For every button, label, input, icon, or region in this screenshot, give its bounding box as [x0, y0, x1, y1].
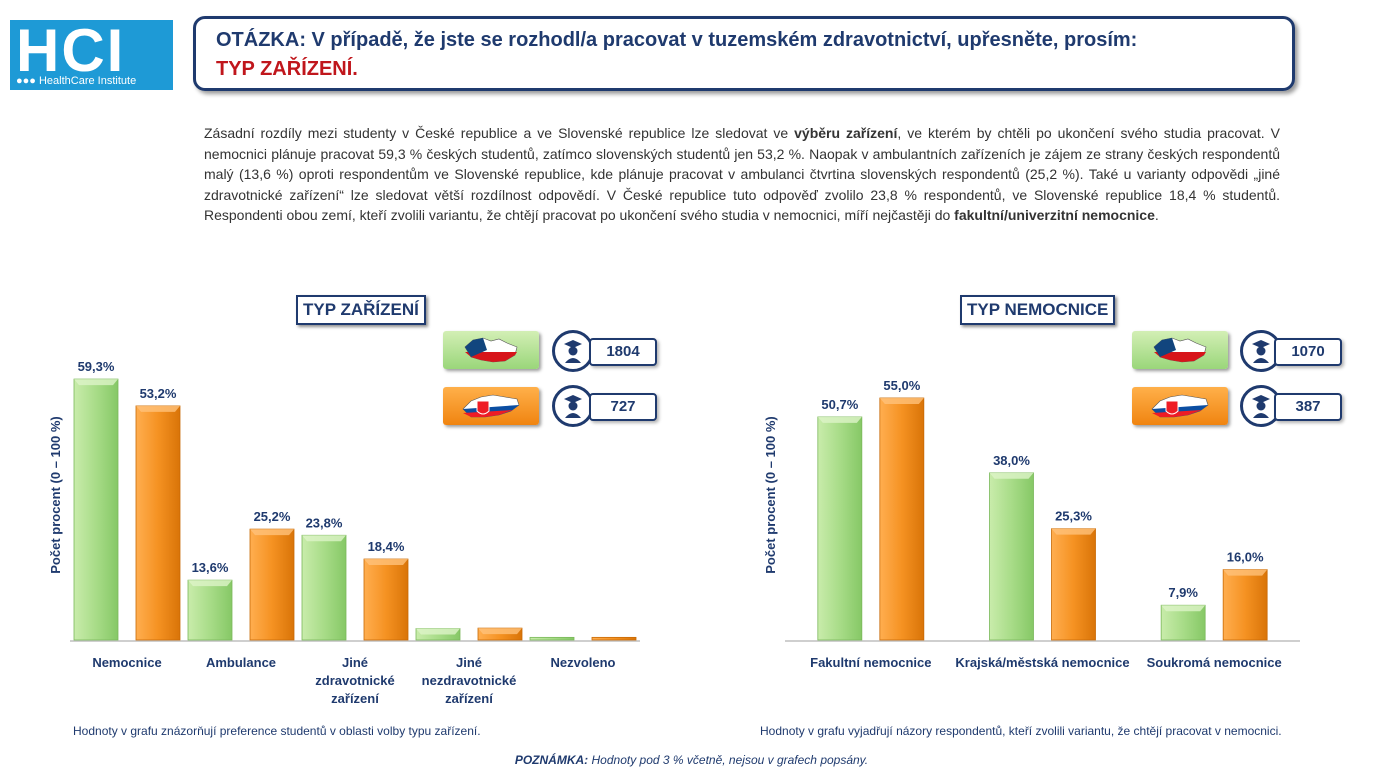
- category-label: Ambulance: [206, 655, 276, 670]
- cz-respondents-count: 1804: [589, 338, 657, 366]
- cz-respondents-count: 1070: [1274, 338, 1342, 366]
- question-text: OTÁZKA: V případě, že jste se rozhodl/a …: [216, 29, 1138, 51]
- data-label: 13,6%: [192, 560, 229, 575]
- footnote: POZNÁMKA: Hodnoty pod 3 % včetně, nejsou…: [0, 753, 1383, 767]
- bar-cz: [73, 378, 119, 641]
- category-label: nezdravotnické: [422, 673, 517, 688]
- sk-respondents-count: 387: [1274, 393, 1342, 421]
- data-label: 18,4%: [368, 539, 405, 554]
- bar-sk: [135, 405, 181, 641]
- bar-bevel: [302, 535, 346, 542]
- hci-logo: HCI ●●● HealthCare Institute: [10, 17, 173, 90]
- bar-bevel: [74, 379, 118, 386]
- bar-bevel: [416, 628, 460, 635]
- left-chart-note: Hodnoty v grafu znázorňují preference st…: [73, 724, 481, 738]
- right-bar-chart: Počet procent (0 – 100 %) 50,7% 55,0% Fakul…: [763, 378, 1300, 670]
- bar-sk: [363, 558, 409, 641]
- category-label: Jiné: [342, 655, 368, 670]
- left-chart-title: TYP ZAŘÍZENÍ: [296, 295, 426, 325]
- left-bar-chart: Počet procent (0 – 100 %) 59,3% 53,2% Nemoc…: [48, 359, 640, 706]
- category-label: Fakultní nemocnice: [810, 655, 931, 670]
- intro-bold-1: výběru zařízení: [794, 125, 898, 141]
- intro-paragraph: Zásadní rozdíly mezi studenty v České re…: [204, 123, 1280, 226]
- footnote-label: POZNÁMKA:: [514, 753, 589, 767]
- data-label: 16,0%: [1227, 550, 1264, 565]
- logo-text: HCI: [16, 17, 126, 84]
- data-label: 25,2%: [254, 509, 291, 524]
- data-label: 23,8%: [306, 515, 343, 530]
- cz-flag-badge: [443, 331, 539, 369]
- bar-bevel: [478, 628, 522, 635]
- slovak-map-icon: [462, 394, 520, 418]
- intro-text-3: .: [1154, 207, 1159, 223]
- bar-cz: [989, 472, 1034, 641]
- data-label: 53,2%: [140, 386, 177, 401]
- intro-bold-2: fakultní/univerzitní nemocnice: [954, 207, 1155, 223]
- data-label: 7,9%: [1168, 585, 1198, 600]
- category-label: Soukromá nemocnice: [1147, 655, 1282, 670]
- sk-flag-badge: [1132, 387, 1228, 425]
- data-label: 55,0%: [883, 378, 920, 393]
- category-label: Krajská/městská nemocnice: [955, 655, 1129, 670]
- bar-cz: [301, 534, 347, 641]
- bar-sk: [591, 636, 637, 641]
- right-chart-note: Hodnoty v grafu vyjadřují názory respond…: [760, 724, 1282, 738]
- footnote-text: Hodnoty pod 3 % včetně, nejsou v grafech…: [588, 753, 869, 767]
- bar-sk: [1051, 528, 1096, 641]
- bar-sk: [249, 528, 295, 641]
- bar-bevel: [250, 529, 294, 536]
- bar-bevel: [817, 416, 862, 423]
- cz-flag-badge: [1132, 331, 1228, 369]
- bar-bevel: [1051, 528, 1096, 535]
- category-label: Nemocnice: [92, 655, 161, 670]
- sk-flag-badge: [443, 387, 539, 425]
- bar-sk: [879, 397, 925, 641]
- czech-map-icon: [464, 337, 518, 363]
- bar-bevel: [136, 405, 180, 412]
- category-label: zařízení: [331, 691, 379, 706]
- category-label: Nezvoleno: [550, 655, 615, 670]
- bar-bevel: [1223, 569, 1268, 576]
- y-axis-label: Počet procent (0 – 100 %): [48, 416, 63, 574]
- intro-text-1: Zásadní rozdíly mezi studenty v České re…: [204, 125, 795, 141]
- question-box: OTÁZKA: V případě, že jste se rozhodl/a …: [193, 16, 1295, 91]
- bar-cz: [529, 636, 575, 641]
- bar-bevel: [879, 398, 924, 404]
- data-label: 50,7%: [821, 397, 858, 412]
- category-label: zařízení: [445, 691, 493, 706]
- right-chart-title: TYP NEMOCNICE: [960, 295, 1116, 325]
- data-label: 59,3%: [78, 359, 115, 374]
- sk-respondents-count: 727: [589, 393, 657, 421]
- intro-text-2: , ve kterém by chtěli po ukončení svého …: [204, 125, 1280, 223]
- logo-subtitle: ●●● HealthCare Institute: [16, 75, 137, 87]
- slovak-map-icon: [1151, 394, 1209, 418]
- category-label: Jiné: [456, 655, 482, 670]
- data-label: 25,3%: [1055, 509, 1092, 524]
- czech-map-icon: [1153, 337, 1207, 363]
- bar-cz: [817, 416, 863, 641]
- bar-bevel: [364, 559, 408, 566]
- question-highlight: TYP ZAŘÍZENÍ.: [216, 58, 358, 80]
- student-icon: [552, 330, 594, 372]
- category-label: zdravotnické: [315, 673, 394, 688]
- bar-bevel: [989, 472, 1034, 479]
- bar-cz: [187, 579, 233, 641]
- y-axis-label: Počet procent (0 – 100 %): [763, 416, 778, 574]
- bar-bevel: [1161, 605, 1206, 612]
- data-label: 38,0%: [993, 453, 1030, 468]
- bar-bevel: [188, 580, 232, 587]
- bar-sk: [1222, 569, 1268, 641]
